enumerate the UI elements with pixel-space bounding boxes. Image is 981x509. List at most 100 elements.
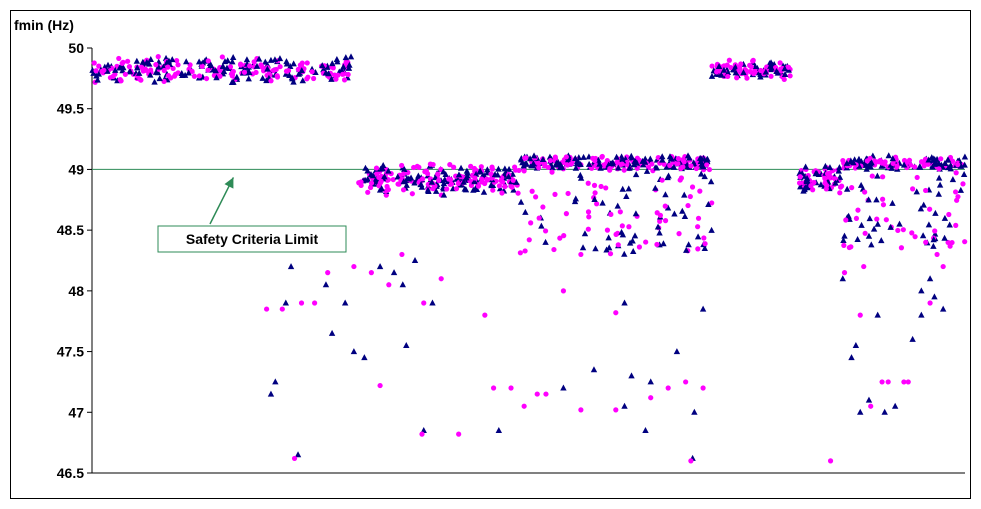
- data-point-circle: [510, 177, 516, 183]
- data-point-triangle: [941, 214, 949, 221]
- data-point-triangle: [585, 160, 593, 167]
- data-point-triangle: [701, 173, 708, 180]
- data-point-circle: [453, 186, 460, 192]
- data-point-triangle: [286, 72, 293, 79]
- data-point-triangle: [606, 244, 613, 251]
- y-tick-label: 47.5: [57, 344, 84, 360]
- annotation-layer: Safety Criteria Limit: [157, 177, 347, 253]
- data-point-triangle: [720, 66, 728, 73]
- data-point-circle: [340, 71, 346, 77]
- data-point-circle: [203, 75, 210, 82]
- data-point-triangle: [852, 342, 860, 348]
- data-point-circle: [695, 224, 701, 230]
- data-point-triangle: [579, 244, 587, 251]
- data-point-triangle: [457, 164, 465, 171]
- data-point-circle: [849, 185, 855, 191]
- data-point-triangle: [888, 164, 895, 171]
- data-point-circle: [862, 230, 868, 236]
- data-point-circle: [832, 176, 838, 182]
- data-point-circle: [196, 73, 203, 79]
- data-point-triangle: [577, 161, 584, 168]
- data-point-circle: [785, 64, 792, 70]
- data-point-triangle: [513, 178, 520, 185]
- data-point-triangle: [126, 67, 134, 74]
- data-point-triangle: [116, 64, 123, 71]
- data-point-triangle: [671, 210, 678, 217]
- data-point-circle: [468, 163, 474, 169]
- data-point-triangle: [625, 185, 632, 192]
- data-point-triangle: [681, 191, 688, 198]
- data-point-circle: [509, 184, 515, 190]
- data-point-triangle: [868, 241, 875, 248]
- data-point-circle: [456, 431, 462, 437]
- data-point-triangle: [271, 56, 279, 63]
- data-point-circle: [880, 174, 886, 180]
- data-point-triangle: [94, 76, 101, 83]
- data-point-triangle: [347, 53, 355, 60]
- data-point-circle: [822, 176, 828, 182]
- data-point-circle: [683, 379, 689, 385]
- data-point-circle: [512, 167, 519, 173]
- data-point-triangle: [621, 402, 628, 409]
- data-point-circle: [837, 190, 843, 196]
- data-point-triangle: [283, 58, 290, 65]
- data-point-circle: [217, 68, 223, 74]
- data-point-circle: [923, 239, 929, 245]
- data-point-circle: [861, 263, 867, 270]
- data-point-triangle: [364, 167, 371, 174]
- data-point-triangle: [183, 58, 190, 65]
- data-point-triangle: [909, 335, 916, 342]
- data-point-triangle: [411, 179, 418, 186]
- data-point-triangle: [599, 199, 606, 206]
- data-point-circle: [529, 188, 535, 194]
- data-point-triangle: [229, 53, 237, 60]
- data-point-triangle: [151, 78, 158, 85]
- data-point-circle: [304, 60, 310, 66]
- data-point-circle: [657, 212, 664, 218]
- data-point-circle: [552, 154, 558, 160]
- data-point-triangle: [659, 153, 666, 160]
- data-point-circle: [563, 211, 569, 217]
- data-point-circle: [542, 228, 549, 234]
- data-point-circle: [706, 166, 713, 173]
- data-point-triangle: [287, 263, 295, 270]
- data-point-triangle: [660, 240, 667, 247]
- data-point-triangle: [715, 63, 723, 70]
- data-point-triangle: [135, 69, 143, 76]
- data-point-triangle: [522, 208, 529, 215]
- data-point-circle: [277, 64, 283, 70]
- data-point-circle: [960, 181, 966, 187]
- y-tick-label: 50: [68, 40, 84, 56]
- data-point-circle: [264, 306, 270, 312]
- data-point-circle: [621, 167, 627, 173]
- data-point-triangle: [878, 237, 885, 244]
- data-point-circle: [591, 182, 598, 188]
- data-point-triangle: [379, 165, 386, 172]
- data-point-triangle: [668, 155, 675, 162]
- data-point-triangle: [619, 231, 627, 238]
- data-point-triangle: [925, 156, 932, 163]
- data-point-triangle: [926, 275, 934, 282]
- data-point-circle: [758, 67, 764, 74]
- data-point-circle: [950, 158, 956, 164]
- data-point-circle: [285, 68, 292, 74]
- data-point-triangle: [385, 167, 392, 174]
- data-point-circle: [490, 187, 496, 193]
- data-point-triangle: [608, 159, 616, 166]
- data-point-circle: [636, 244, 643, 250]
- data-point-triangle: [341, 299, 349, 306]
- data-point-triangle: [134, 64, 141, 71]
- data-point-triangle: [572, 154, 579, 161]
- data-point-triangle: [329, 60, 336, 67]
- data-point-circle: [714, 69, 720, 75]
- data-point-triangle: [455, 171, 463, 178]
- data-point-triangle: [399, 281, 406, 288]
- data-point-triangle: [147, 56, 154, 63]
- data-point-triangle: [424, 186, 432, 193]
- data-point-circle: [855, 207, 861, 213]
- data-point-circle: [409, 191, 415, 197]
- data-point-triangle: [169, 56, 176, 63]
- data-point-triangle: [378, 185, 385, 192]
- data-point-triangle: [407, 174, 415, 181]
